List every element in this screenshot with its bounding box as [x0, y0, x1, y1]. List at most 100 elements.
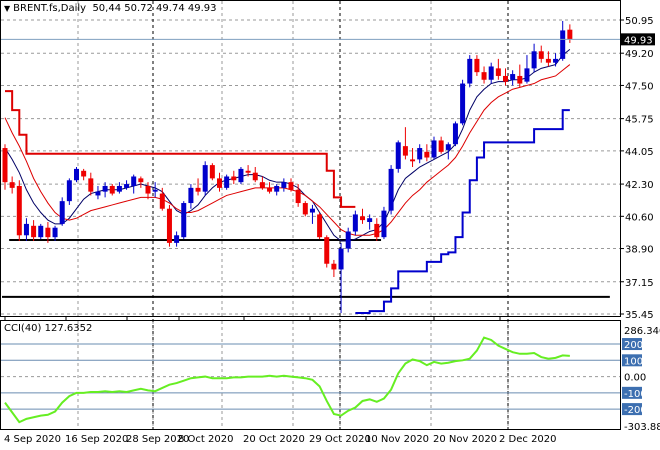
candle-body [102, 185, 108, 192]
cci-tick-label: 286.3406 [624, 326, 660, 337]
price-tick-label: 35.45 [625, 310, 654, 321]
candle-body [81, 170, 87, 177]
price-tick-label: 38.90 [625, 245, 654, 256]
slow-ma-line [4, 64, 571, 236]
candle-body [395, 142, 401, 169]
candle-body [474, 58, 480, 73]
candles [2, 20, 573, 314]
date-tick-label: 29 Oct 2020 [309, 434, 371, 445]
date-tick-label: 8 Oct 2020 [178, 434, 233, 445]
upper-band-line [5, 90, 356, 208]
lower-band-line [355, 109, 570, 315]
candle-body [360, 216, 365, 221]
ohlc-readout: 50,44 50.72 49.74 49.93 [92, 3, 217, 14]
axes: 50.95 49.20 47.50 45.75 44.05 42.30 40.60 38.90… [1, 16, 660, 445]
price-tick-label: 42.30 [625, 180, 654, 191]
chart-header: ▼ BRENT.fs,Daily 50,44 50.72 49.74 49.93 [4, 3, 217, 14]
cci-tick-label: 100 [624, 356, 643, 367]
candle-body [188, 187, 194, 204]
indicator-overlays [4, 49, 571, 315]
cci-level-badge [622, 403, 642, 416]
price-tick-label: 44.05 [625, 147, 654, 158]
candle-body [138, 178, 144, 183]
candle-body [52, 227, 58, 238]
candle-body [374, 223, 380, 238]
candle-body [16, 185, 22, 236]
candle-body [352, 214, 358, 232]
candle-body [131, 176, 137, 186]
candle-body [9, 182, 15, 188]
candle-body [124, 184, 130, 188]
support-lines [2, 239, 610, 298]
candle-body [324, 237, 330, 264]
candle-body [467, 58, 473, 84]
candle-body [159, 193, 165, 209]
candle-body [224, 176, 230, 188]
price-tick-label: 45.75 [625, 115, 654, 126]
candle-body [309, 208, 315, 213]
candle-body [338, 248, 344, 270]
cci-tick-label: -100 [624, 389, 647, 400]
cci-level-badge [622, 338, 642, 351]
candle-body [174, 235, 180, 243]
candle-body [431, 140, 437, 158]
candle-body [410, 159, 416, 162]
candle-body [2, 148, 8, 183]
candle-body [560, 30, 566, 59]
collapse-arrow-icon[interactable]: ▼ [4, 4, 11, 13]
cci-title: CCI(40) 127.6352 [4, 323, 93, 334]
grid [1, 1, 620, 429]
candle-body [388, 168, 394, 211]
date-tick-label: 4 Sep 2020 [4, 434, 61, 445]
cci-tick-label: 200 [624, 340, 643, 351]
date-tick-label: 2 Dec 2020 [499, 434, 557, 445]
candle-body [181, 203, 187, 238]
candle-body [367, 218, 373, 223]
candle-body [95, 191, 101, 196]
candle-body [109, 185, 115, 194]
candle-body [145, 185, 151, 194]
candle-body [381, 210, 387, 238]
candle-body [195, 187, 201, 192]
price-panel-frame [0, 0, 621, 317]
cci-levels [1, 343, 620, 410]
candle-body [517, 75, 523, 84]
candle-body [545, 58, 551, 63]
fast-ma-line [4, 49, 571, 242]
candle-body [116, 185, 122, 192]
price-tick-label: 49.20 [625, 49, 654, 60]
current-price-label: 49.93 [624, 35, 653, 46]
candle-body [567, 29, 573, 40]
candle-body [524, 68, 530, 82]
candle-body [245, 170, 251, 173]
candle-body [217, 178, 222, 188]
candle-body [452, 123, 458, 145]
candle-body [74, 168, 79, 181]
candle-body [202, 165, 208, 192]
candle-body [495, 68, 501, 76]
current-price-badge [621, 33, 655, 46]
candle-body [38, 225, 44, 238]
candle-body [488, 66, 494, 80]
cci-level-badge [622, 386, 642, 399]
price-tick-label: 50.95 [625, 16, 654, 27]
candle-body [302, 203, 308, 215]
candle-body [460, 83, 466, 124]
candle-body [445, 144, 451, 150]
candle-body [66, 180, 72, 202]
cci-level-badge [622, 354, 642, 367]
date-tick-label: 28 Sep 2020 [126, 434, 189, 445]
candle-body [438, 140, 444, 152]
candle-body [259, 182, 265, 188]
candle-body [295, 189, 301, 204]
candle-body [59, 201, 65, 224]
candle-body [424, 151, 430, 158]
candle-body [510, 74, 516, 80]
cci-panel-frame [0, 320, 621, 430]
candle-body [267, 187, 273, 192]
candle-body [209, 165, 215, 179]
candle-body [345, 231, 351, 249]
date-tick-label: 16 Sep 2020 [65, 434, 128, 445]
